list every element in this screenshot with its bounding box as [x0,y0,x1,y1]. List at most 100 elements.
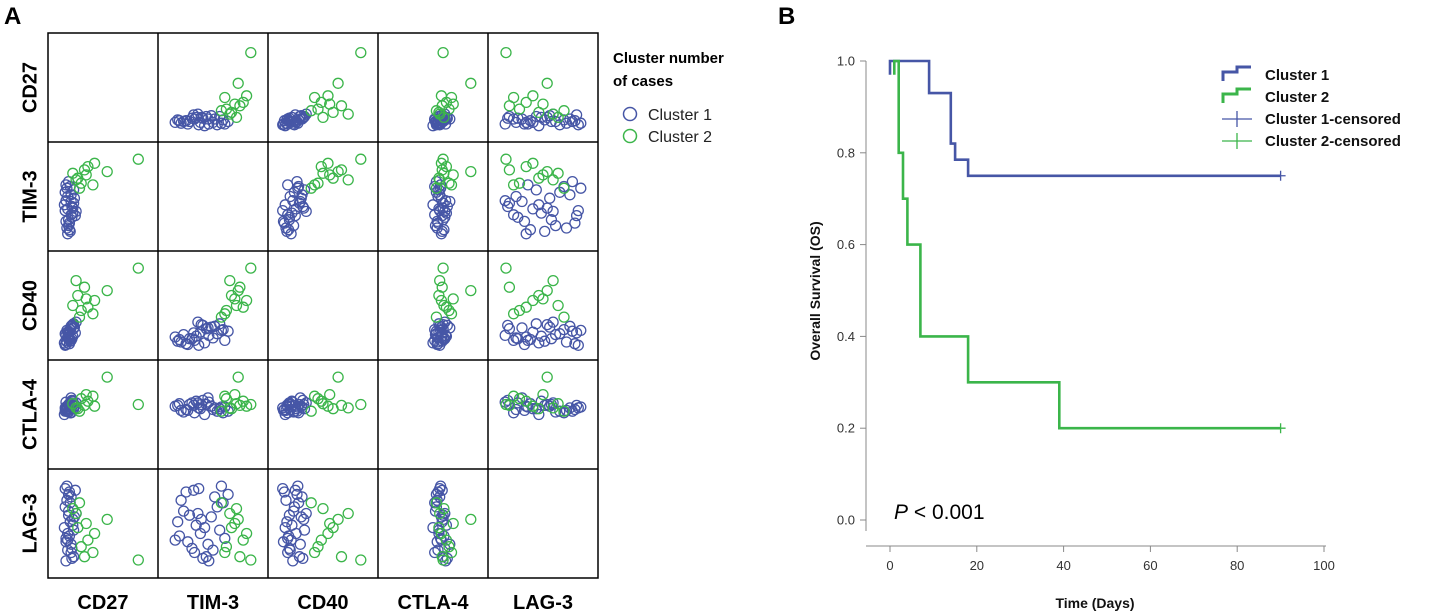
cluster2-point [447,169,459,181]
cluster2-point [513,304,526,317]
cluster2-point [224,274,236,287]
cluster1-point [282,401,294,413]
matrix-col-label: TIM-3 [187,592,239,612]
cluster2-point [78,281,91,293]
matrix-row-label: CD40 [19,280,41,331]
km-x-tick-label: 100 [1313,558,1335,573]
cluster2-point [558,182,570,194]
cluster1-point [195,398,207,411]
cluster2-point [132,398,144,411]
cluster1-point [522,118,534,130]
cluster1-point [297,552,309,565]
cluster2-point [465,284,477,297]
cluster2-point [500,398,512,411]
cluster2-point [434,507,446,520]
cluster2-point [87,179,99,191]
cluster2-point [237,301,249,313]
cluster1-point [60,334,72,347]
matrix-row-label: CTLA-4 [19,378,41,450]
cluster2-point [541,77,553,89]
cluster1-point [560,222,573,234]
cluster1-point [63,530,76,542]
cluster2-point [88,294,101,307]
cluster1-point [173,115,186,127]
cluster2-point [443,304,455,317]
cluster2-point [342,402,354,414]
cluster2-point [245,262,257,274]
cluster1-point [183,509,196,521]
cluster2-point [332,513,344,526]
cluster2-point [324,388,336,401]
cluster1-point [549,219,562,232]
cluster1-point [294,538,306,550]
cluster1-point [207,332,219,344]
cluster2-point [132,262,144,274]
cluster2-point [547,402,559,414]
cluster2-point [430,105,443,117]
cluster1-point [558,114,570,126]
cluster1-point [541,202,553,214]
cluster1-point [554,328,566,340]
cluster1-point [292,497,305,509]
legend-b-cluster2-swatch [1221,87,1251,103]
cluster2-point [312,393,324,405]
cluster2-point [500,262,512,274]
p-value-text: < 0.001 [908,501,984,524]
cluster1-point [545,333,558,345]
legend-a-cluster1-marker [622,106,638,122]
cluster2-point [88,157,101,169]
matrix-row-label: CD27 [19,62,41,113]
cluster2-point [312,541,324,553]
cluster2-point [322,157,334,169]
cluster2-point [430,497,443,509]
cluster1-point [541,111,553,124]
km-axes: 0.0 0.2 0.4 0.6 0.8 1.0 0 20 40 60 80 100 [837,54,1335,574]
cluster1-point [549,328,562,341]
matrix-grid [47,32,599,579]
cluster2-point [500,46,512,59]
cluster2-point [500,153,512,165]
cluster2-survival-line [893,59,1281,430]
cluster1-point [209,491,221,503]
cluster1-point [541,318,553,331]
cluster2-point [436,281,448,293]
cluster1-point [192,316,204,328]
cluster1-point [430,488,443,501]
cluster1-point [219,532,231,545]
cluster2-point [67,299,79,312]
cluster1-point [499,118,511,130]
legend-a-title-line1: Cluster number [613,50,724,67]
p-value-symbol: P [894,501,908,524]
cluster2-point [240,400,253,412]
cluster2-point [324,98,336,110]
cluster2-point [245,554,257,566]
p-value-annotation: P < 0.001 [894,501,985,524]
cluster1-point [286,207,298,219]
cluster1-point [172,516,184,528]
cluster1-point [441,319,453,332]
km-y-tick-label: 0.4 [837,329,855,344]
cluster1-point [566,115,579,128]
cluster2-point [73,311,86,323]
cluster2-point [219,390,231,402]
cluster2-point [547,274,559,287]
cluster2-point [82,160,94,173]
cluster1-point [195,513,207,526]
cluster2-point [240,294,253,307]
cluster1-point [284,190,296,203]
cluster2-point [230,502,243,515]
cluster1-point [430,325,443,337]
cluster2-point [215,311,228,323]
cluster1-point [575,182,587,194]
cluster2-point [305,497,317,509]
cluster2-point [315,534,327,546]
cluster1-point [284,403,296,416]
cluster1-point [202,538,214,550]
cluster1-point [444,195,456,208]
cluster2-point [70,274,82,287]
cluster1-point [195,111,207,124]
cluster2-point [232,284,244,297]
matrix-col-label: CD27 [77,592,128,612]
cluster1-point [192,507,204,520]
